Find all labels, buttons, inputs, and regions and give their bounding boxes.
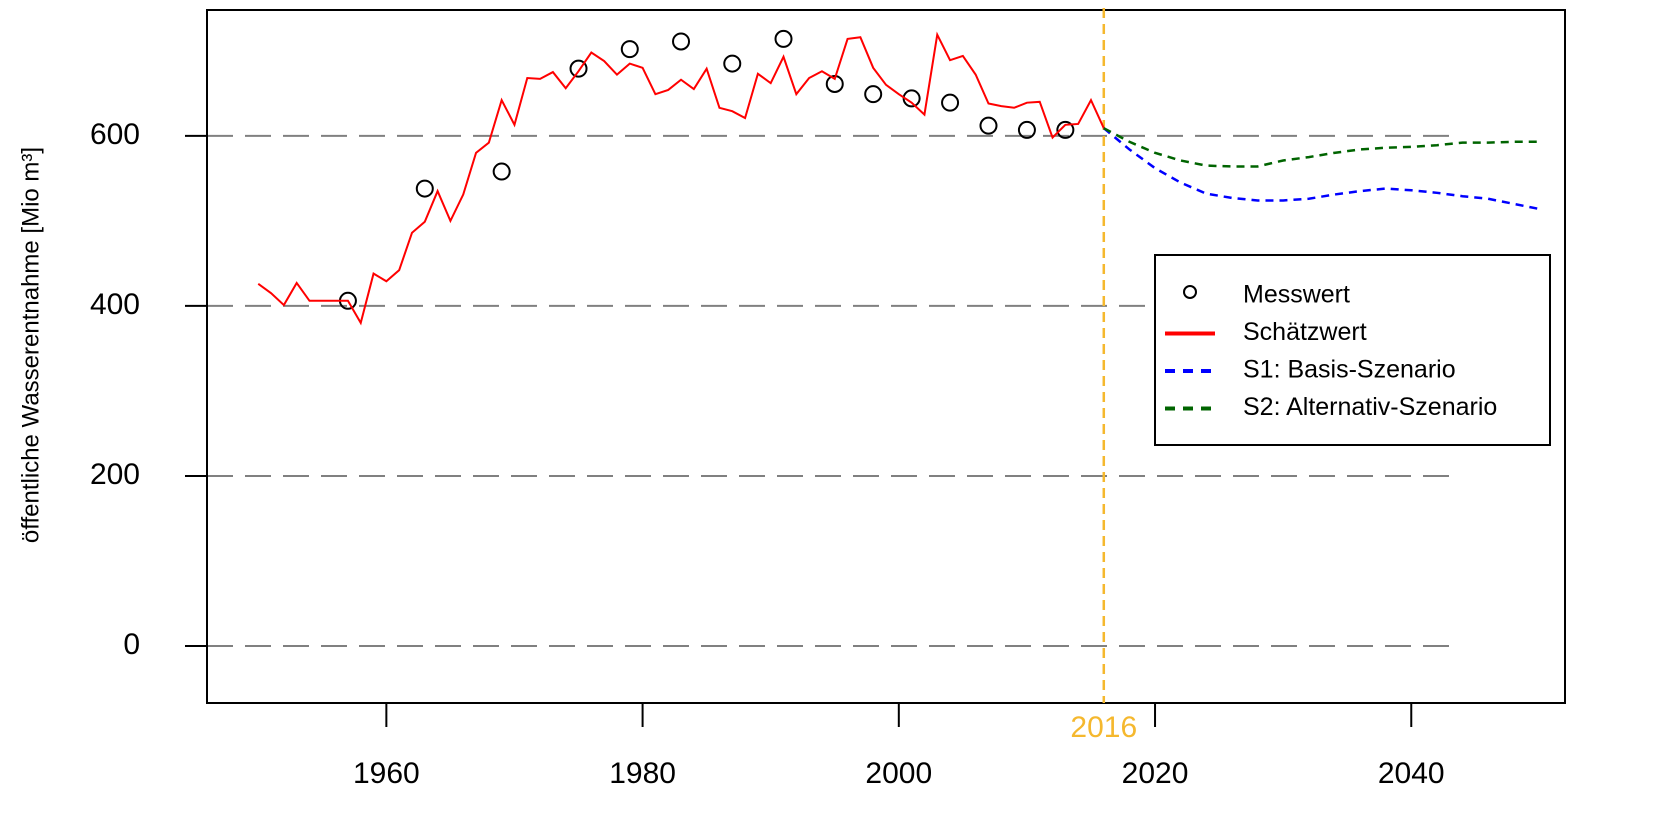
data-point [1056,120,1075,139]
legend-label: Messwert [1243,281,1350,309]
legend-box [1154,254,1551,446]
x-tick-label: 2040 [1378,757,1445,790]
data-point [569,59,588,78]
data-point [774,29,793,48]
y-tick-label: 400 [90,288,140,321]
y-axis-label: öffentliche Wasserentnahme [Mio m³] [17,147,44,543]
x-tick-label: 2020 [1122,757,1189,790]
data-point [864,85,883,104]
data-point [415,179,434,198]
plot-frame [206,9,1566,704]
data-point [620,40,639,59]
x-tick-label: 1960 [353,757,420,790]
series-line [1102,127,1540,211]
legend-symbol [1183,285,1197,299]
legend-label: S2: Alternativ-Szenario [1243,393,1497,421]
data-point [723,54,742,73]
series-line [257,31,1105,326]
data-point [672,32,691,51]
legend-label: S1: Basis-Szenario [1243,356,1456,384]
data-point [1017,120,1036,139]
data-point [941,93,960,112]
y-tick-label: 600 [90,118,140,151]
series-line [1103,127,1540,168]
y-tick-label: 200 [90,458,140,491]
legend: Messwert Schätzwert S1: Basis-Szenario S2: … [1154,254,1551,446]
reference-label: 2016 [1070,711,1137,744]
data-point [492,162,511,181]
y-tick-label: 0 [123,628,140,661]
legend-label: Schätzwert [1243,318,1367,346]
data-point [979,116,998,135]
x-tick-label: 1980 [609,757,676,790]
x-tick-label: 2000 [865,757,932,790]
